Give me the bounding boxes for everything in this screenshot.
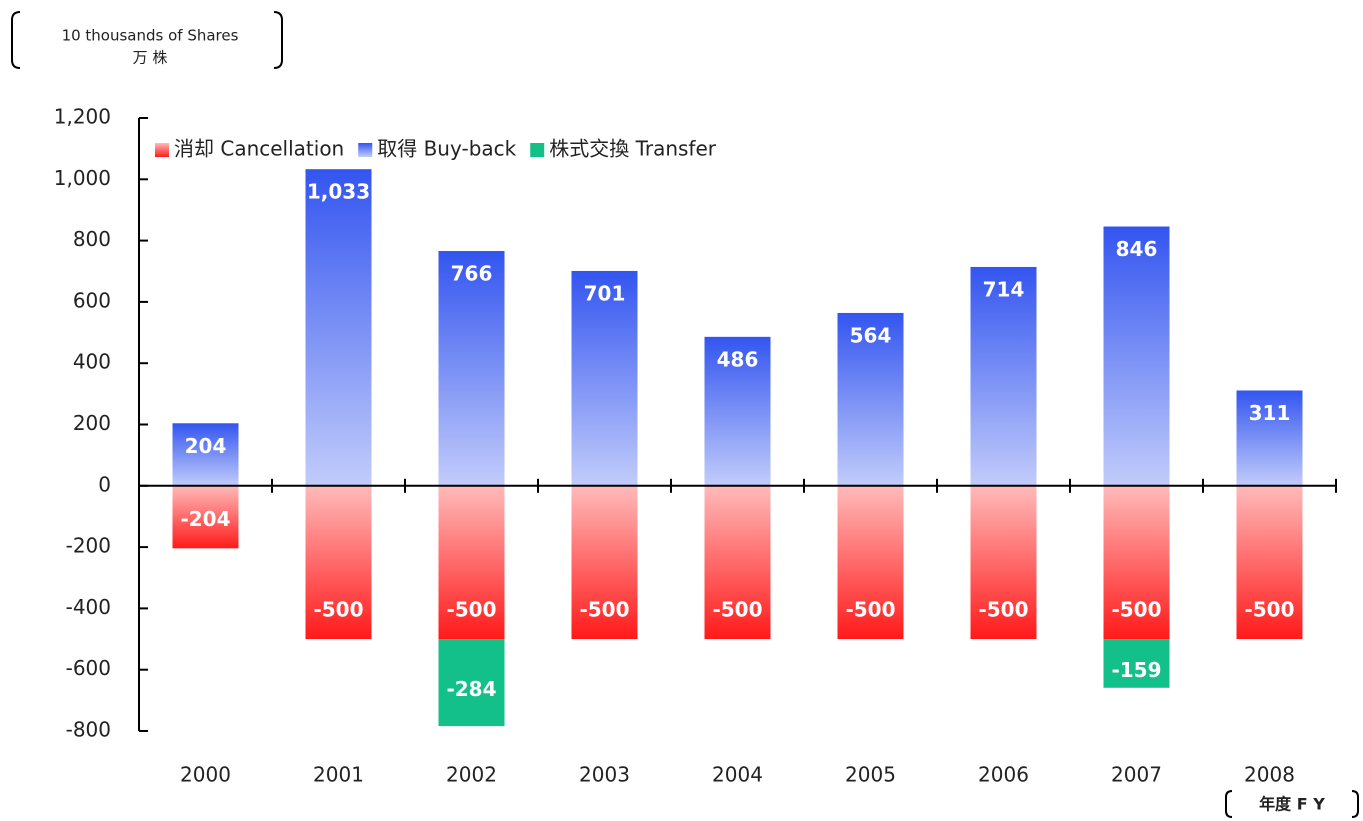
x-tick-label: 2001 (313, 763, 364, 787)
legend-swatch (155, 143, 169, 157)
data-label: -204 (180, 507, 230, 531)
y-tick-label: -800 (66, 718, 111, 742)
data-label: 701 (584, 281, 626, 305)
x-tick-label: 2002 (446, 763, 497, 787)
legend-label: 消却 Cancellation (174, 137, 344, 161)
y-tick-label: 1,200 (54, 105, 111, 129)
data-label: 846 (1116, 237, 1158, 261)
bar (970, 485, 1037, 640)
x-axis-label: 年度 F Y (1259, 795, 1325, 814)
legend-swatch (358, 143, 373, 157)
data-label: -500 (1244, 598, 1294, 622)
bar (1103, 226, 1170, 486)
data-label: 564 (850, 323, 892, 347)
y-tick-label: 400 (73, 350, 111, 374)
bar (1236, 485, 1303, 640)
y-tick-label: -400 (66, 595, 111, 619)
x-tick-label: 2005 (845, 763, 896, 787)
data-label: -284 (446, 677, 496, 701)
y-tick-label: -600 (66, 656, 111, 680)
data-label: -500 (446, 598, 496, 622)
data-label: -500 (313, 598, 363, 622)
bar (305, 169, 372, 486)
x-tick-label: 2006 (978, 763, 1029, 787)
x-tick-label: 2004 (712, 763, 763, 787)
legend-swatch (530, 143, 545, 157)
y-tick-label: -200 (66, 534, 111, 558)
data-label: -500 (712, 598, 762, 622)
data-label: -159 (1111, 658, 1161, 682)
data-label: -500 (978, 598, 1028, 622)
bar (305, 485, 372, 640)
bar (837, 485, 904, 640)
bar (438, 485, 505, 640)
bar (704, 485, 771, 640)
x-tick-label: 2007 (1111, 763, 1162, 787)
bar (438, 639, 505, 727)
y-unit: 10 thousands of Shares (62, 27, 239, 45)
data-label: 204 (185, 434, 227, 458)
data-label: 714 (983, 277, 1025, 301)
bar (837, 312, 904, 486)
bar (1103, 639, 1170, 688)
bar (1103, 485, 1170, 640)
y-unit: 万 株 (133, 49, 168, 67)
y-tick-label: 200 (73, 411, 111, 435)
data-label: -500 (845, 598, 895, 622)
bar (172, 423, 239, 486)
y-tick-label: 600 (73, 288, 111, 312)
bar (571, 485, 638, 640)
data-label: -500 (579, 598, 629, 622)
legend-label: 取得 Buy-back (377, 137, 516, 161)
x-tick-label: 2000 (180, 763, 231, 787)
unit-bracket (11, 11, 283, 69)
x-label-bracket (1225, 790, 1359, 818)
y-tick-label: 0 (98, 472, 111, 496)
x-tick-label: 2008 (1244, 763, 1295, 787)
y-tick-label: 800 (73, 227, 111, 251)
legend-label: 株式交換 Transfer (549, 137, 717, 161)
data-label: 486 (717, 347, 759, 371)
y-tick-label: 1,000 (54, 166, 111, 190)
bar (172, 485, 239, 549)
bar (438, 251, 505, 486)
bar (970, 266, 1037, 486)
data-label: 311 (1249, 401, 1291, 425)
bar (1236, 390, 1303, 486)
data-label: 1,033 (307, 180, 370, 204)
data-label: -500 (1111, 598, 1161, 622)
data-label: 766 (451, 262, 493, 286)
x-tick-label: 2003 (579, 763, 630, 787)
bar (704, 336, 771, 486)
bar (571, 270, 638, 486)
